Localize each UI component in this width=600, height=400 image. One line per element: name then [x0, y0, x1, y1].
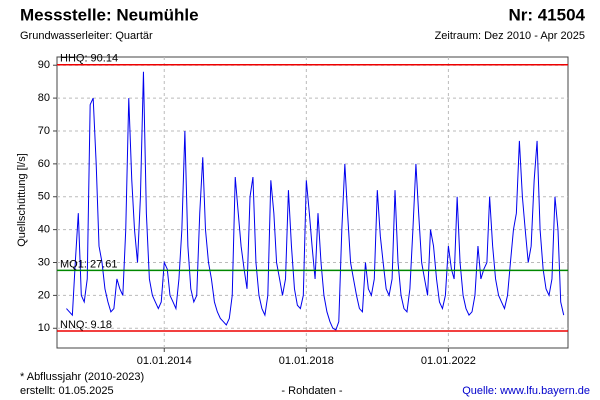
x-tick-label: 01.01.2022	[421, 355, 476, 367]
reference-label: NNQ: 9.18	[60, 319, 112, 331]
y-tick-label: 30	[38, 256, 50, 268]
x-tick-label: 01.01.2018	[279, 355, 334, 367]
y-tick-label: 10	[38, 322, 50, 334]
y-tick-label: 60	[38, 158, 50, 170]
period: Zeitraum: Dez 2010 - Apr 2025	[435, 30, 585, 42]
reference-label: HHQ: 90.14	[60, 53, 118, 65]
y-tick-label: 40	[38, 224, 50, 236]
discharge-line	[66, 71, 565, 331]
subtitle: Grundwasserleiter: Quartär	[20, 30, 153, 42]
chart-title: Messstelle: Neumühle	[20, 5, 199, 24]
y-tick-label: 90	[38, 59, 50, 71]
station-number: Nr: 41504	[508, 5, 585, 24]
data-note: - Rohdaten -	[281, 385, 342, 397]
plot-area	[56, 56, 569, 349]
reference-label: MQ1: 27.61	[60, 258, 117, 270]
y-axis-label: Quellschüttung [l/s]	[16, 153, 28, 247]
y-tick-label: 20	[38, 289, 50, 301]
x-tick-label: 01.01.2014	[137, 355, 192, 367]
footnote: * Abflussjahr (2010-2023)	[20, 371, 144, 383]
y-tick-label: 80	[38, 92, 50, 104]
y-tick-label: 50	[38, 191, 50, 203]
y-tick-label: 70	[38, 125, 50, 137]
source: Quelle: www.lfu.bayern.de	[462, 385, 590, 397]
created-date: erstellt: 01.05.2025	[20, 385, 114, 397]
